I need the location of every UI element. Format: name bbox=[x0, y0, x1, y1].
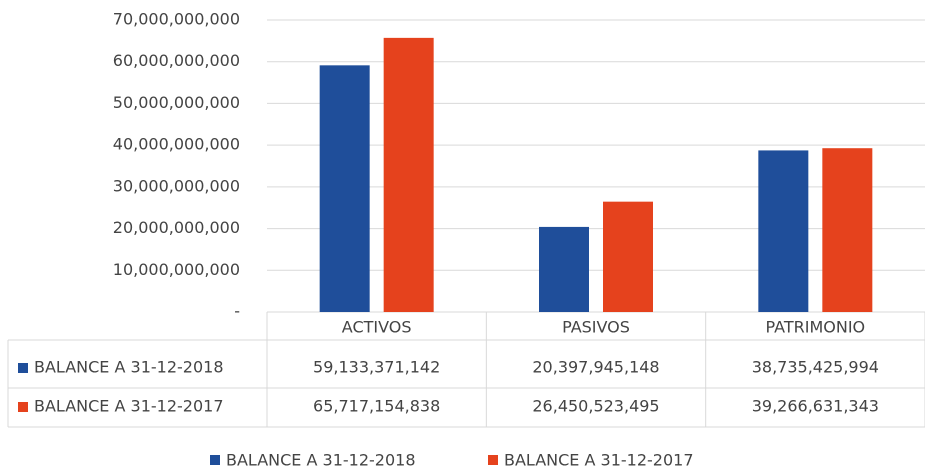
bar bbox=[383, 37, 434, 313]
table-value: 38,735,425,994 bbox=[752, 358, 879, 377]
legend-key bbox=[488, 455, 498, 465]
table-value: 59,133,371,142 bbox=[313, 358, 440, 377]
bar bbox=[539, 226, 589, 312]
x-tick-label: PASIVOS bbox=[562, 318, 630, 337]
table-key bbox=[18, 363, 28, 373]
y-tick-label: 20,000,000,000 bbox=[113, 218, 240, 237]
table-row-label: BALANCE A 31-12-2017 bbox=[34, 397, 224, 416]
bar bbox=[822, 148, 873, 312]
table-value: 20,397,945,148 bbox=[532, 358, 659, 377]
legend-key bbox=[210, 455, 220, 465]
y-tick-label: - bbox=[234, 302, 240, 321]
bar bbox=[319, 65, 370, 312]
y-tick-label: 40,000,000,000 bbox=[113, 135, 240, 154]
table-value: 39,266,631,343 bbox=[752, 397, 879, 416]
x-tick-label: PATRIMONIO bbox=[766, 318, 866, 337]
table-row-label: BALANCE A 31-12-2018 bbox=[34, 358, 224, 377]
x-tick-label: ACTIVOS bbox=[342, 318, 412, 337]
y-tick-label: 60,000,000,000 bbox=[113, 51, 240, 70]
legend-label: BALANCE A 31-12-2018 bbox=[226, 451, 416, 470]
bar bbox=[603, 201, 653, 312]
bar bbox=[758, 150, 809, 312]
y-tick-label: 50,000,000,000 bbox=[113, 93, 240, 112]
table-value: 65,717,154,838 bbox=[313, 397, 440, 416]
legend-label: BALANCE A 31-12-2017 bbox=[504, 451, 694, 470]
y-tick-label: 30,000,000,000 bbox=[113, 176, 240, 195]
y-tick-label: 70,000,000,000 bbox=[113, 10, 240, 29]
y-tick-label: 10,000,000,000 bbox=[113, 260, 240, 279]
table-key bbox=[18, 402, 28, 412]
table-value: 26,450,523,495 bbox=[532, 397, 659, 416]
